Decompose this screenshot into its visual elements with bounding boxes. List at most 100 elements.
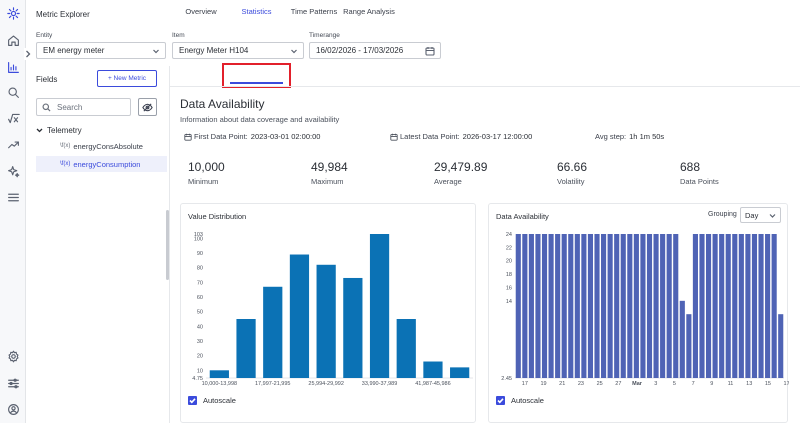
value-distribution-bar[interactable] [450,367,470,378]
data-availability-bar[interactable] [522,234,528,378]
data-availability-bar[interactable] [758,234,764,378]
data-availability-bar[interactable] [561,234,567,378]
tree-group-telemetry[interactable]: Telemetry [36,126,82,135]
stat-average: 29,479.89 Average [434,160,487,186]
logo-gear-icon[interactable] [5,5,21,21]
sparkle-icon[interactable] [5,163,21,179]
data-availability-bar[interactable] [666,234,672,378]
sliders-icon[interactable] [5,375,21,391]
data-availability-bar[interactable] [627,234,633,378]
data-availability-bar[interactable] [581,234,587,378]
data-availability-bar[interactable] [555,234,561,378]
data-availability-bar[interactable] [705,234,712,378]
data-availability-y-tick-label: 22 [506,245,512,251]
field-item-energy-consumption[interactable]: \f(x) energyConsumption [36,156,167,172]
chart-icon[interactable] [5,59,21,75]
data-availability-bar[interactable] [574,234,580,378]
value-distribution-y-tick-label: 60 [197,295,203,301]
value-distribution-bar[interactable] [209,370,229,378]
search-zoom-icon[interactable] [5,84,21,100]
value-distribution-bar[interactable] [289,254,310,378]
data-availability-bar[interactable] [745,234,751,378]
field-item-energy-cons-absolute[interactable]: \f(x) energyConsAbsolute [36,138,167,154]
user-icon[interactable] [5,401,21,417]
value-distribution-x-tick-label: 33,990-37,989 [362,381,397,387]
data-availability-bar[interactable] [515,234,521,378]
value-distribution-x-tick-label: 41,987-45,986 [415,381,450,387]
data-availability-bar[interactable] [778,314,784,378]
function-icon[interactable] [5,110,21,126]
tab-statistics[interactable]: Statistics [241,6,272,16]
data-availability-bar[interactable] [548,234,554,378]
expand-sidebar-chevron-icon[interactable] [24,48,32,60]
tab-time-patterns[interactable]: Time Patterns [290,6,338,16]
data-availability-bar[interactable] [646,234,653,378]
value-distribution-y-tick-label: 20 [197,354,203,360]
value-distribution-bar[interactable] [263,286,283,378]
data-availability-bar[interactable] [653,234,659,378]
grouping-select[interactable]: Day [740,207,781,223]
data-availability-bar[interactable] [660,234,666,378]
data-availability-bar[interactable] [673,234,679,378]
data-availability-bar[interactable] [633,234,639,378]
data-availability-bar[interactable] [601,234,607,378]
data-availability-bar[interactable] [719,234,725,378]
item-select[interactable]: Energy Meter H104 [172,42,304,59]
data-availability-bar[interactable] [528,234,534,378]
calendar-icon[interactable] [425,46,435,56]
data-availability-y-tick-label: 16 [506,285,512,291]
function-prefix: \f(x) [60,143,71,149]
data-availability-bar[interactable] [607,234,613,378]
item-label: Item [172,32,185,39]
data-availability-bar[interactable] [738,234,744,378]
avg-step-label: Avg step: [595,132,627,141]
data-availability-bar[interactable] [587,234,594,378]
data-availability-bar[interactable] [692,234,698,378]
data-availability-bar[interactable] [594,234,600,378]
tab-range-analysis[interactable]: Range Analysis [343,6,395,16]
fields-search-input[interactable]: Search [36,98,131,116]
first-data-point: First Data Point: 2023-03-01 02:00:00 [184,132,320,141]
data-availability-bar[interactable] [751,234,758,378]
autoscale-checkbox[interactable]: Autoscale [188,396,236,405]
autoscale-checkbox[interactable]: Autoscale [496,396,544,405]
data-availability-bar[interactable] [712,234,718,378]
value-distribution-bar[interactable] [369,234,390,378]
home-icon[interactable] [5,32,21,48]
stat-maximum: 49,984 Maximum [311,160,348,186]
data-availability-y-tick-label: 24 [506,232,512,238]
data-availability-bar[interactable] [725,234,731,378]
settings-icon[interactable] [5,348,21,364]
trend-icon[interactable] [5,136,21,152]
value-distribution-y-tick-label: 4.75 [192,376,203,382]
data-availability-bar[interactable] [620,234,626,378]
data-availability-bar[interactable] [535,234,541,378]
value-distribution-bar[interactable] [316,264,336,378]
timerange-picker[interactable]: 16/02/2026 - 17/03/2026 [309,42,441,59]
value-distribution-bar[interactable] [396,319,416,378]
data-availability-bar[interactable] [686,314,692,378]
data-availability-bar[interactable] [541,234,548,378]
stat-value: 10,000 [188,160,225,174]
menu-icon[interactable] [5,189,21,205]
tab-overview[interactable]: Overview [185,6,217,16]
fields-scrollbar[interactable] [166,210,169,280]
data-availability-bar[interactable] [765,234,771,378]
data-availability-x-tick-label: 21 [559,381,565,387]
data-availability-bar[interactable] [568,234,574,378]
value-distribution-y-tick-label: 50 [197,310,203,316]
data-availability-bar[interactable] [640,234,646,378]
data-availability-bar[interactable] [771,234,777,378]
toggle-visibility-button[interactable] [138,98,157,116]
tabs-divider [170,86,800,87]
stat-value: 688 [680,160,701,174]
data-availability-bar[interactable] [679,300,685,378]
value-distribution-bar[interactable] [236,319,256,378]
data-availability-bar[interactable] [614,234,620,378]
value-distribution-bar[interactable] [423,361,443,378]
data-availability-bar[interactable] [699,234,705,378]
new-metric-button[interactable]: + New Metric [97,70,157,87]
entity-select[interactable]: EM energy meter [36,42,166,59]
value-distribution-bar[interactable] [343,277,363,378]
data-availability-bar[interactable] [732,234,738,378]
